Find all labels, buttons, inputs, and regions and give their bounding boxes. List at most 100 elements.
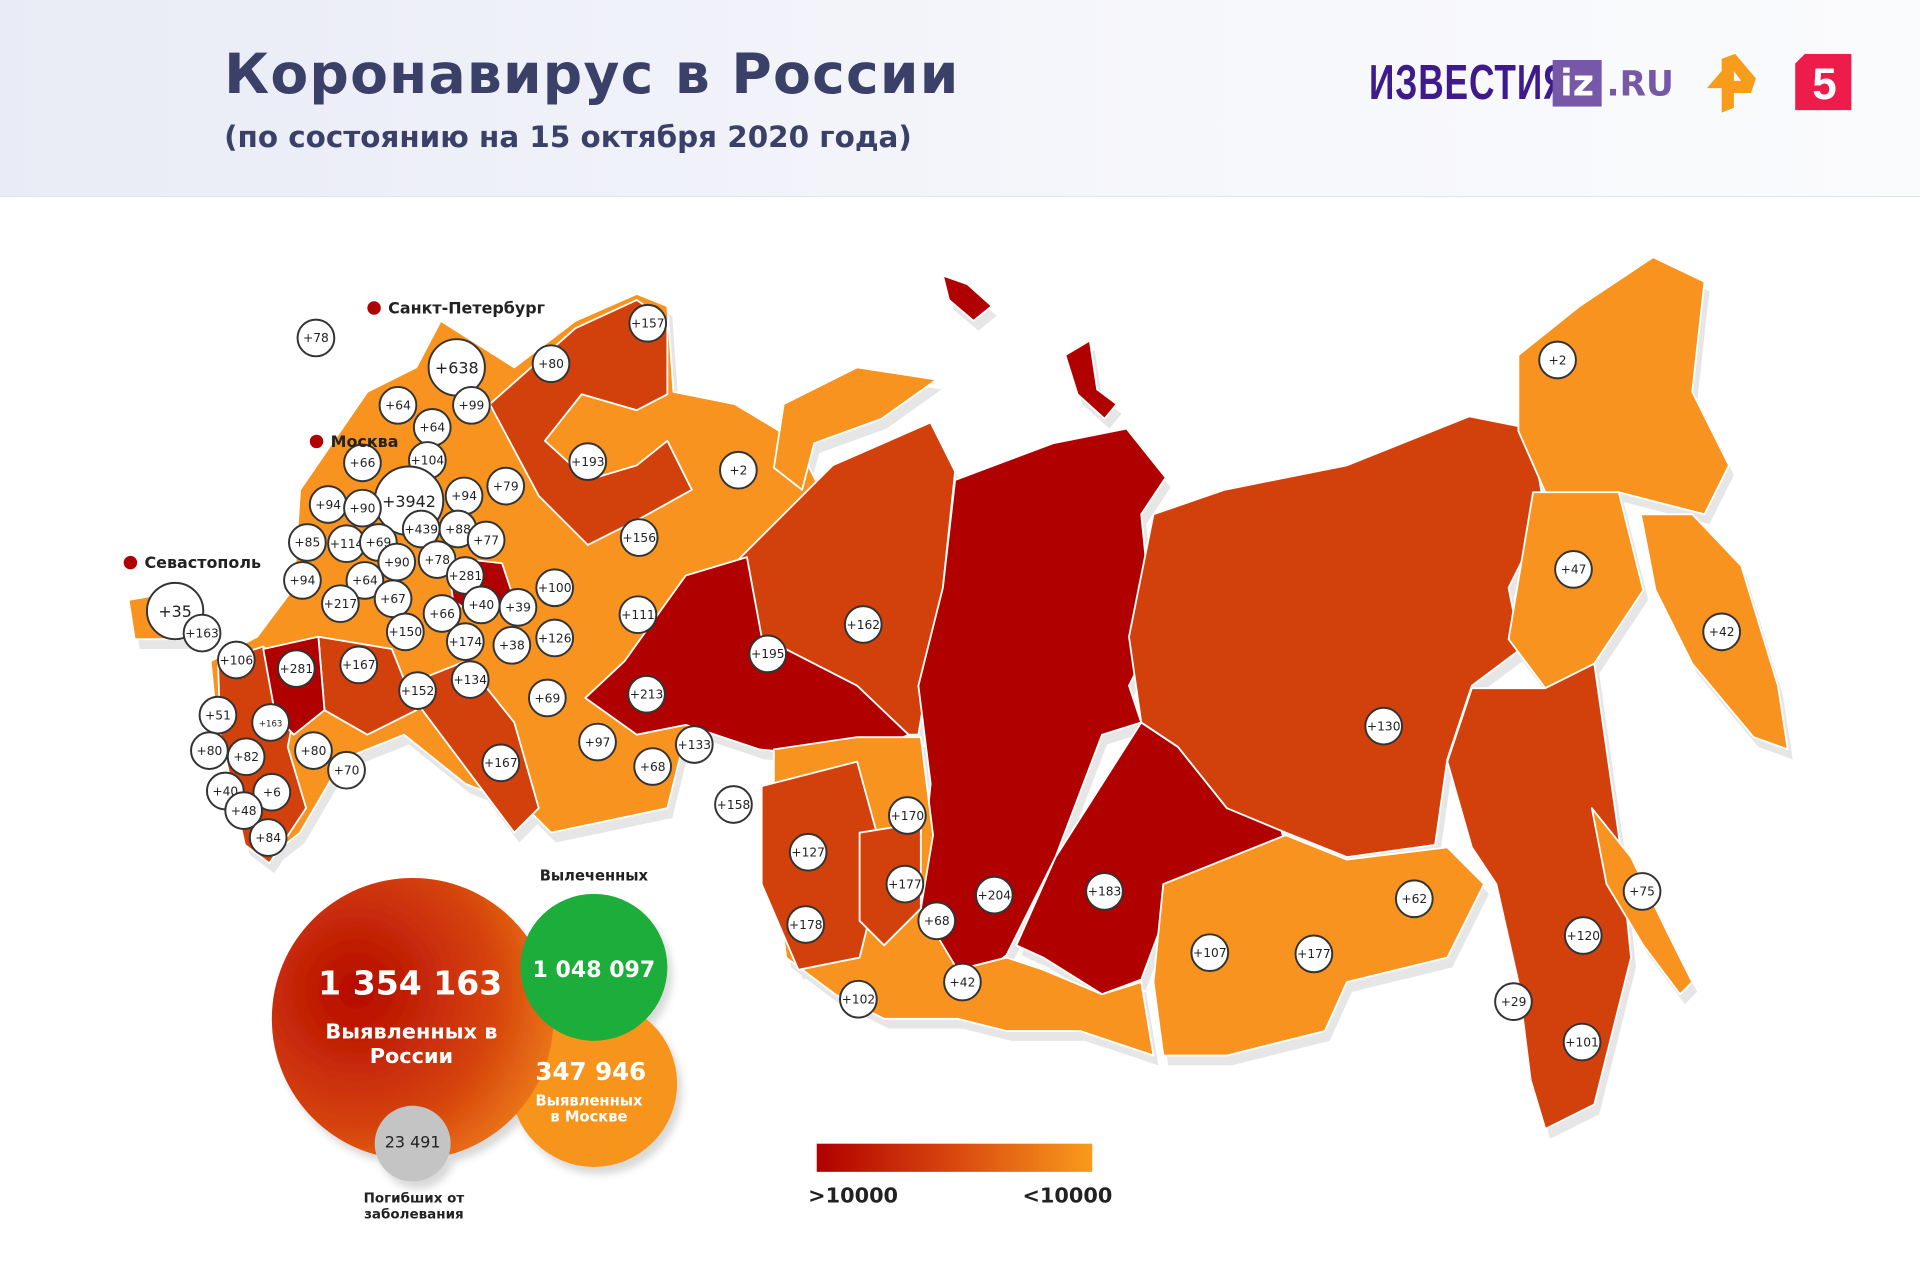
bubble-circle [1085,872,1124,911]
region-new-cases-bubble: +85 [288,523,327,562]
bubble-value: +177 [1297,947,1331,961]
bubble-circle [288,523,327,562]
bubble-circle [321,584,360,624]
bubble-circle [445,556,485,595]
bubble-value: +35 [158,602,192,621]
bubble-circle [343,443,382,483]
bubble-value: +150 [389,625,423,639]
bubble-value: +167 [342,658,376,672]
bubble-circle [224,791,264,830]
channel-5-digit: 5 [1812,60,1837,109]
region-new-cases-bubble: +213 [627,674,666,714]
bubble-value: +88 [445,522,471,536]
bubble-value: +42 [1709,625,1735,639]
bubble-circle [343,488,382,528]
bubble-circle [1494,982,1533,1021]
bubble-value: +133 [677,738,711,752]
region-new-cases-bubble: +80 [531,344,571,384]
bubble-value: +42 [950,975,976,989]
bubble-circle [398,671,437,710]
bubble-circle [216,640,256,680]
bubble-circle [535,618,575,658]
bubble-value: +66 [350,456,376,470]
bubble-circle [226,737,266,777]
bubble-circle [1394,879,1434,919]
russia-cases-bubble [271,877,554,1160]
region-new-cases-bubble: +94 [308,485,348,524]
bubble-value: +156 [622,531,656,545]
bubble-value: +64 [385,399,411,413]
region-new-cases-bubble: +167 [481,743,521,783]
bubble-circle [422,594,462,633]
bubble-value: +174 [449,635,483,649]
bubble-circle [1538,340,1577,380]
region-new-cases-bubble: +127 [788,832,828,872]
region-new-cases-bubble: +94 [444,476,484,516]
bubble-circle [531,344,571,384]
russia-total-label: Выявленных в России [325,1020,498,1069]
bubble-circle [252,772,292,812]
bubble-value: +439 [404,522,438,536]
bubble-value: +94 [451,489,477,503]
bubble-circle [786,905,826,944]
region-new-cases-bubble: +178 [786,905,826,944]
iz-ru-logo: .RU [1606,63,1674,105]
bubble-circle [568,442,608,481]
bubble-circle [1364,706,1404,746]
region-low [772,366,938,491]
bubble-value: +84 [255,831,281,845]
region-low [1517,256,1730,516]
russia-total: 1 354 163 [318,964,503,1003]
bubble-value: +178 [789,918,823,932]
region-new-cases-bubble: +133 [674,725,714,764]
region-new-cases-bubble: +183 [1085,872,1124,911]
region-new-cases-bubble: +111 [618,595,658,635]
bubble-value: +78 [303,331,329,345]
bubble-value: +51 [205,708,231,722]
bubble-circle [974,875,1014,915]
bubble-circle [748,634,788,674]
bubble-circle [445,622,485,661]
bubble-circle [843,605,883,644]
region-new-cases-bubble: +217 [321,584,360,624]
region-new-cases-bubble: +68 [917,901,957,941]
region-new-cases-bubble: +130 [1364,706,1404,746]
bubble-circle [182,613,222,653]
bubble-value: +40 [212,784,238,798]
legend-high: >10000 [808,1184,899,1209]
region-new-cases-bubble: +2 [719,450,758,490]
bubble-value: +281 [280,662,314,676]
bubble-circle [578,722,617,762]
bubble-value: +100 [538,581,572,595]
bubble-circle [486,466,526,506]
region-new-cases-bubble: +134 [450,660,490,699]
bubble-circle [492,625,532,665]
region-high [917,427,1167,996]
bubble-value: +217 [324,597,358,611]
bubble-value: +85 [294,536,320,550]
bubble-circle [251,703,290,742]
legend-gradient [816,1143,1093,1172]
bubble-value: +163 [185,626,219,640]
bubble-value: +158 [717,798,751,812]
bubble-value: +64 [352,574,378,588]
bubble-value: +134 [453,673,487,687]
moscow-total: 347 946 [535,1056,647,1087]
bubble-circle [618,595,658,635]
region-new-cases-bubble: +158 [714,785,753,824]
region-new-cases-bubble: +77 [466,520,506,560]
bubble-value: +64 [419,421,445,435]
bubble-value: +78 [424,553,450,567]
bubble-circle [466,520,506,560]
bubble-value: +2 [1549,353,1567,367]
bubble-value: +66 [429,607,455,621]
bubble-circle [888,796,927,835]
bubble-value: +111 [621,608,655,622]
region-new-cases-bubble: +193 [568,442,608,481]
city-dot [367,301,381,315]
region-new-cases-bubble: +82 [226,737,266,777]
region-new-cases-bubble: +51 [198,695,238,735]
region-new-cases-bubble: +64 [412,408,452,447]
bubble-circle [714,785,753,824]
